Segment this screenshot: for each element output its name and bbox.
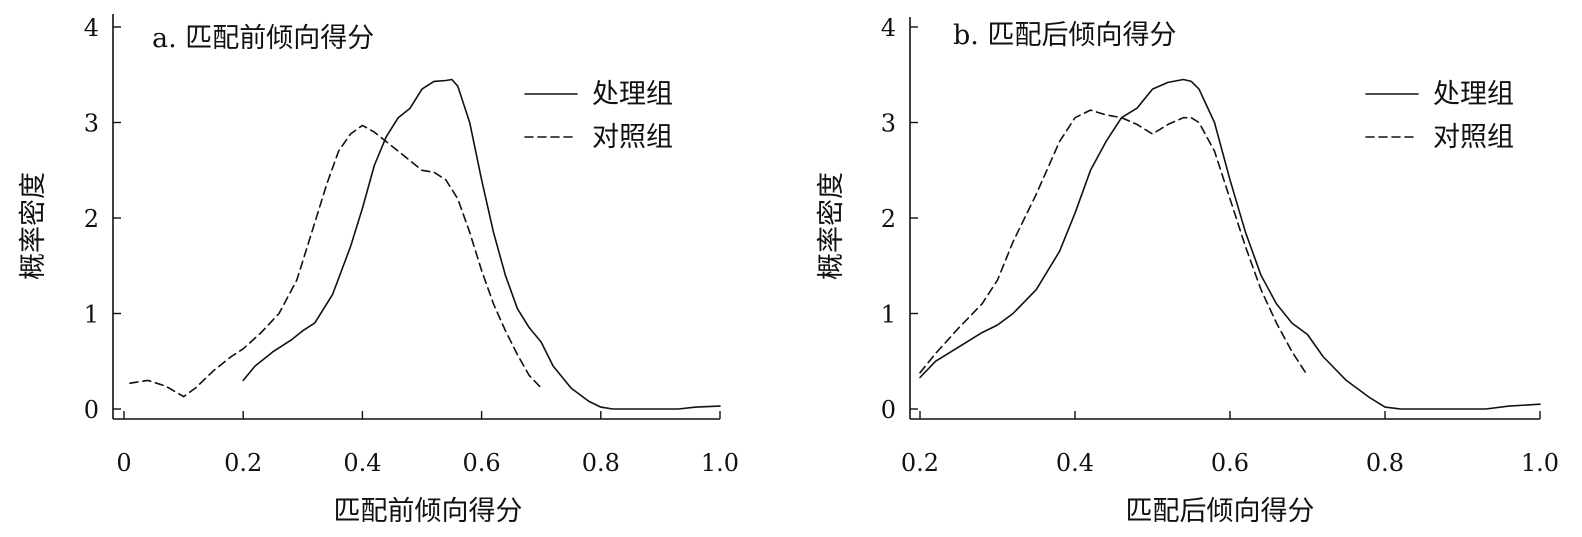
x-tick-label-0-6: 0.6 [1211,449,1249,477]
x-tick-label-0: 0 [116,449,131,477]
series-line-treated [242,78,721,410]
x-tick-label-0-4: 0.4 [1056,449,1094,477]
y-tick-label-3: 3 [881,110,896,138]
x-axis-title: 匹配前倾向得分 [334,496,523,527]
panel-title: b. 匹配后倾向得分 [953,20,1176,51]
legend-label-control: 对照组 [592,122,673,153]
y-tick-label-0: 0 [881,396,896,424]
legend-label-control: 对照组 [1433,122,1514,153]
x-tick-label-0-4: 0.4 [343,449,381,477]
y-tick-label-0: 0 [84,396,99,424]
y-tick-label-2: 2 [881,205,896,233]
y-axis-title: 概率密度 [816,172,847,280]
y-tick-label-1: 1 [84,301,99,329]
y-tick-label-2: 2 [84,205,99,233]
x-tick-label-0-2: 0.2 [224,449,262,477]
x-tick-label-1: 1.0 [1521,449,1559,477]
y-tick-label-4: 4 [881,14,896,42]
series-line-control [129,124,542,398]
y-axis-title: 概率密度 [18,172,49,280]
series-line-control [919,109,1309,377]
x-tick-label-0-8: 0.8 [582,449,620,477]
panel-title: a. 匹配前倾向得分 [152,23,374,54]
y-tick-label-3: 3 [84,110,99,138]
series-line-treated [919,78,1541,410]
x-tick-label-0-2: 0.2 [901,449,939,477]
x-tick-label-1: 1.0 [701,449,739,477]
y-tick-label-1: 1 [881,301,896,329]
x-tick-label-0-6: 0.6 [463,449,501,477]
legend-label-treated: 处理组 [592,79,673,110]
y-tick-label-4: 4 [84,14,99,42]
x-tick-label-0-8: 0.8 [1366,449,1404,477]
legend-label-treated: 处理组 [1433,79,1514,110]
x-axis-title: 匹配后倾向得分 [1126,496,1315,527]
